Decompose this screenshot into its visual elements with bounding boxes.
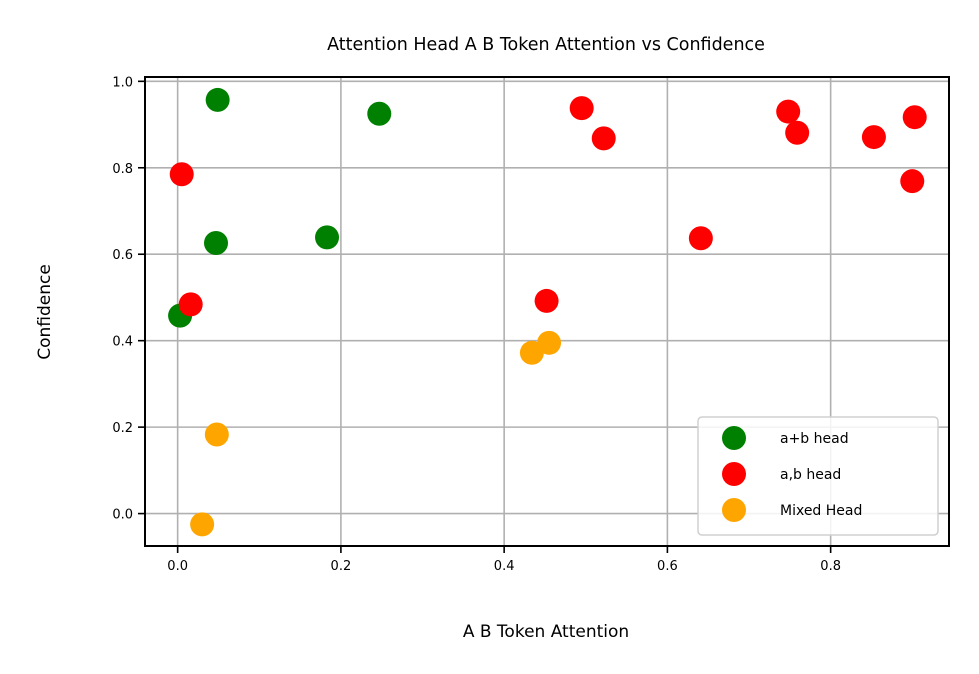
- data-point: [315, 225, 340, 250]
- data-point: [776, 99, 801, 124]
- legend-label: a+b head: [780, 431, 849, 447]
- data-point: [688, 226, 713, 251]
- legend-label: a,b head: [780, 467, 841, 483]
- series-1: [169, 96, 927, 317]
- x-tick-label: 0.2: [331, 559, 352, 574]
- data-point: [569, 96, 594, 121]
- data-point: [534, 288, 559, 313]
- data-point: [204, 422, 229, 447]
- x-tick-label: 0.6: [657, 559, 678, 574]
- y-tick-label: 0.0: [112, 508, 133, 523]
- data-point: [900, 169, 925, 194]
- legend-entry: a+b head: [722, 426, 849, 450]
- data-point: [178, 292, 203, 317]
- legend-entry: Mixed Head: [722, 498, 862, 522]
- data-points: [168, 87, 927, 537]
- chart-title: Attention Head A B Token Attention vs Co…: [327, 35, 765, 55]
- legend-marker: [722, 426, 746, 450]
- legend-marker: [722, 498, 746, 522]
- x-axis-title: A B Token Attention: [463, 622, 629, 642]
- series-2: [190, 330, 562, 537]
- data-point: [204, 230, 229, 255]
- x-tick-label: 0.8: [820, 559, 841, 574]
- legend-label: Mixed Head: [780, 503, 862, 519]
- data-point: [537, 330, 562, 355]
- data-point: [169, 162, 194, 187]
- data-point: [205, 87, 230, 112]
- axis-ticks: 0.0 0.2 0.4 0.6 0.8 0.0 0.2 0.4 0.6 0.8 1.0: [112, 75, 841, 574]
- data-point: [861, 125, 886, 150]
- y-tick-label: 0.6: [112, 248, 133, 263]
- legend-entry: a,b head: [722, 462, 841, 486]
- legend-box: [697, 416, 939, 536]
- x-tick-label: 0.4: [494, 559, 515, 574]
- data-point: [591, 126, 616, 151]
- data-point: [785, 120, 810, 145]
- data-point: [190, 512, 215, 537]
- x-tick-label: 0.0: [167, 559, 188, 574]
- y-tick-label: 0.2: [112, 421, 133, 436]
- plot-frame: [144, 76, 950, 547]
- y-tick-label: 1.0: [112, 75, 133, 90]
- legend: a+b head a,b head Mixed Head: [697, 416, 939, 536]
- y-axis-title: Confidence: [35, 264, 55, 360]
- legend-marker: [722, 462, 746, 486]
- data-point: [902, 105, 927, 130]
- y-tick-label: 0.8: [112, 162, 133, 177]
- data-point: [367, 101, 392, 126]
- y-tick-label: 0.4: [112, 335, 133, 350]
